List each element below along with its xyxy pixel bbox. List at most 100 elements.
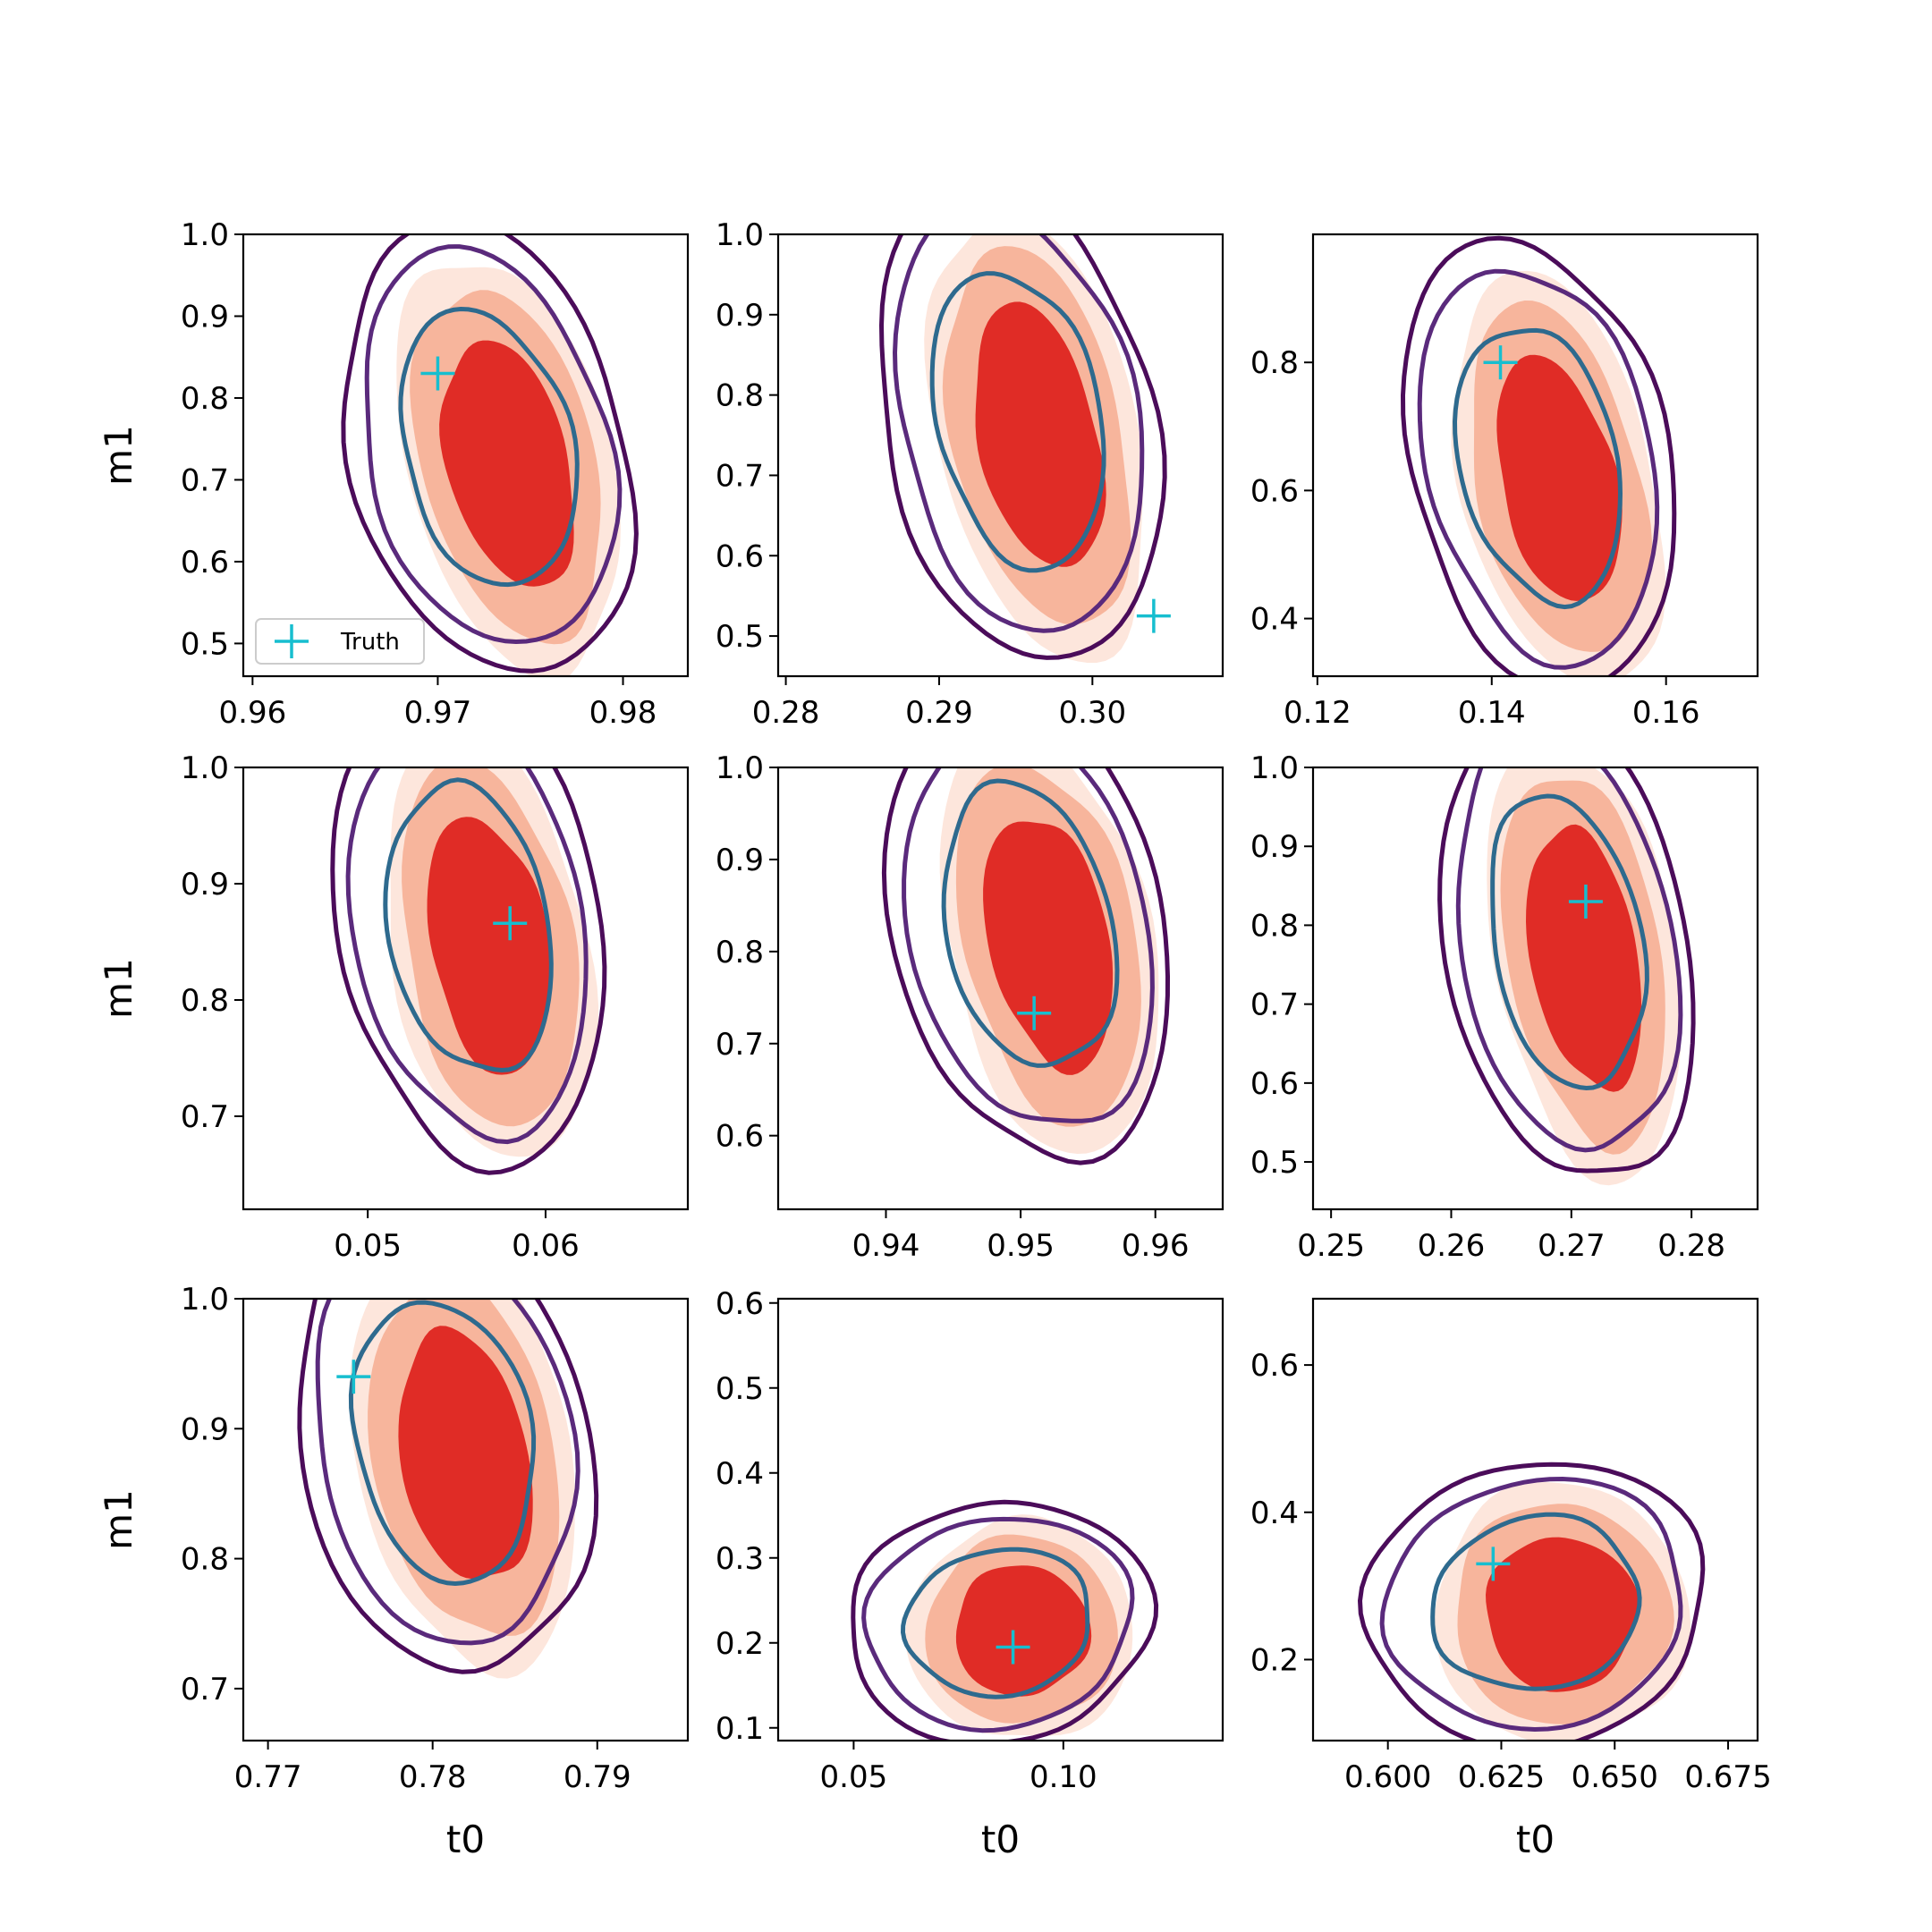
y-tick-label: 0.6 — [1250, 473, 1299, 509]
y-tick-label: 0.9 — [181, 299, 229, 335]
x-tick-label: 0.14 — [1458, 695, 1526, 731]
truth-marker — [1476, 1546, 1511, 1581]
y-tick-label: 1.0 — [716, 217, 764, 253]
contour-line-inner — [1452, 327, 1623, 610]
contour-line-mid — [345, 767, 589, 1145]
panel-2-1: 0.05 0.10 0.1 0.2 0.3 0.4 0.5 0.6 t0 — [716, 1286, 1224, 1861]
x-tick-label: 0.675 — [1684, 1759, 1771, 1795]
y-tick-label: 0.8 — [1250, 345, 1299, 381]
contour-line-outer — [330, 767, 607, 1175]
x-tick-label: 0.06 — [512, 1228, 580, 1264]
contour-line-outer — [341, 234, 639, 674]
density-contours — [341, 234, 639, 676]
x-tick-label: 0.10 — [1030, 1759, 1097, 1795]
panel-2-2: 0.600 0.625 0.650 0.675 0.2 0.4 0.6 t0 — [1250, 1297, 1772, 1861]
fill-region-inner — [1496, 354, 1623, 601]
fill-region-inner — [975, 301, 1106, 567]
x-tick-label: 0.97 — [404, 695, 472, 731]
y-tick-label: 0.8 — [181, 381, 229, 417]
density-contours — [1400, 235, 1677, 676]
y-tick-label: 0.8 — [181, 1542, 229, 1578]
y-tick-label: 0.7 — [1250, 987, 1299, 1023]
y-tick-label: 0.7 — [181, 1099, 229, 1135]
density-contours — [1437, 767, 1696, 1186]
axes-frame — [776, 233, 1224, 678]
x-axis-label: t0 — [1516, 1818, 1555, 1861]
x-tick-label: 0.96 — [1122, 1228, 1190, 1264]
legend-box — [255, 618, 425, 665]
x-tick-label: 0.25 — [1297, 1228, 1365, 1264]
axes-frame — [776, 1297, 1224, 1742]
x-tick-label: 0.29 — [905, 695, 973, 731]
x-tick-label: 0.78 — [399, 1759, 467, 1795]
y-tick-label: 0.4 — [716, 1456, 764, 1492]
y-tick-label: 0.2 — [716, 1626, 764, 1662]
y-tick-label: 0.7 — [181, 1672, 229, 1707]
y-tick-label: 0.7 — [716, 1027, 764, 1063]
x-tick-label: 0.28 — [752, 695, 820, 731]
y-tick-label: 0.6 — [181, 545, 229, 580]
y-tick-label: 1.0 — [181, 217, 229, 253]
panel-2-0: 0.77 0.78 0.79 0.7 0.8 0.9 1.0 m1 t0 — [97, 1282, 690, 1861]
y-tick-label: 0.9 — [181, 1411, 229, 1447]
contour-line-outer — [1357, 1462, 1706, 1741]
truth-marker — [996, 1630, 1030, 1665]
axes-frame — [776, 766, 1224, 1211]
y-tick-label: 0.9 — [181, 867, 229, 902]
x-tick-label: 0.94 — [852, 1228, 920, 1264]
contour-line-inner — [929, 271, 1106, 573]
contour-line-mid — [364, 244, 623, 645]
y-tick-label: 0.6 — [1250, 1066, 1299, 1102]
y-tick-label: 0.9 — [716, 843, 764, 878]
y-tick-label: 0.8 — [716, 378, 764, 414]
contour-line-mid — [861, 1516, 1135, 1733]
y-tick-label: 1.0 — [181, 750, 229, 786]
density-contours — [851, 1499, 1159, 1741]
fill-region-inner — [955, 1565, 1092, 1697]
contour-line-mid — [1455, 767, 1683, 1153]
legend-label: Truth — [340, 629, 400, 656]
contour-line-mid — [1417, 268, 1660, 670]
y-tick-label: 0.8 — [716, 935, 764, 970]
contour-line-outer — [1400, 235, 1677, 676]
y-tick-label: 0.3 — [716, 1541, 764, 1577]
truth-marker — [336, 1360, 371, 1394]
x-tick-label: 0.05 — [820, 1759, 888, 1795]
y-tick-label: 0.6 — [1250, 1348, 1299, 1384]
y-tick-label: 0.7 — [716, 458, 764, 494]
x-tick-label: 0.28 — [1657, 1228, 1725, 1264]
truth-marker — [1483, 345, 1518, 380]
axes-frame — [1311, 233, 1759, 678]
axes-frame — [242, 233, 690, 678]
contour-line-outer — [1437, 767, 1696, 1174]
x-tick-label: 0.96 — [219, 695, 287, 731]
panels-grid: 0.96 0.97 0.98 0.5 0.6 0.7 0.8 0.9 1.0 m1 Truth 0.2… — [97, 217, 1772, 1861]
x-tick-label: 0.12 — [1284, 695, 1352, 731]
panel-0-1: 0.28 0.29 0.30 0.5 0.6 0.7 0.8 0.9 1.0 — [716, 217, 1224, 731]
y-tick-label: 1.0 — [716, 750, 764, 786]
x-tick-label: 0.600 — [1344, 1759, 1431, 1795]
density-contours — [1357, 1462, 1706, 1741]
contour-line-outer — [297, 1299, 599, 1674]
truth-marker — [493, 906, 528, 941]
contour-line-mid — [902, 767, 1155, 1123]
panel-1-1: 0.94 0.95 0.96 0.6 0.7 0.8 0.9 1.0 — [716, 750, 1224, 1264]
y-tick-label: 0.8 — [1250, 908, 1299, 944]
y-tick-label: 1.0 — [1250, 750, 1299, 786]
axes-frame — [242, 766, 690, 1211]
contour-line-mid — [1379, 1476, 1683, 1733]
contour-line-inner — [398, 306, 580, 588]
fill-region-inner — [983, 821, 1114, 1075]
x-axis-label: t0 — [446, 1818, 485, 1861]
axes-frame — [1311, 1297, 1759, 1742]
contour-line-inner — [383, 777, 554, 1073]
axes-frame — [1311, 766, 1759, 1211]
y-tick-label: 0.6 — [716, 1119, 764, 1155]
axes-frame — [242, 1297, 690, 1742]
y-tick-label: 0.1 — [716, 1711, 764, 1747]
contour-line-inner — [1490, 793, 1649, 1091]
fill-region-inner — [1486, 1537, 1640, 1692]
x-tick-label: 0.27 — [1538, 1228, 1606, 1264]
contour-line-inner — [1430, 1512, 1642, 1691]
y-axis-label: m1 — [97, 425, 140, 486]
